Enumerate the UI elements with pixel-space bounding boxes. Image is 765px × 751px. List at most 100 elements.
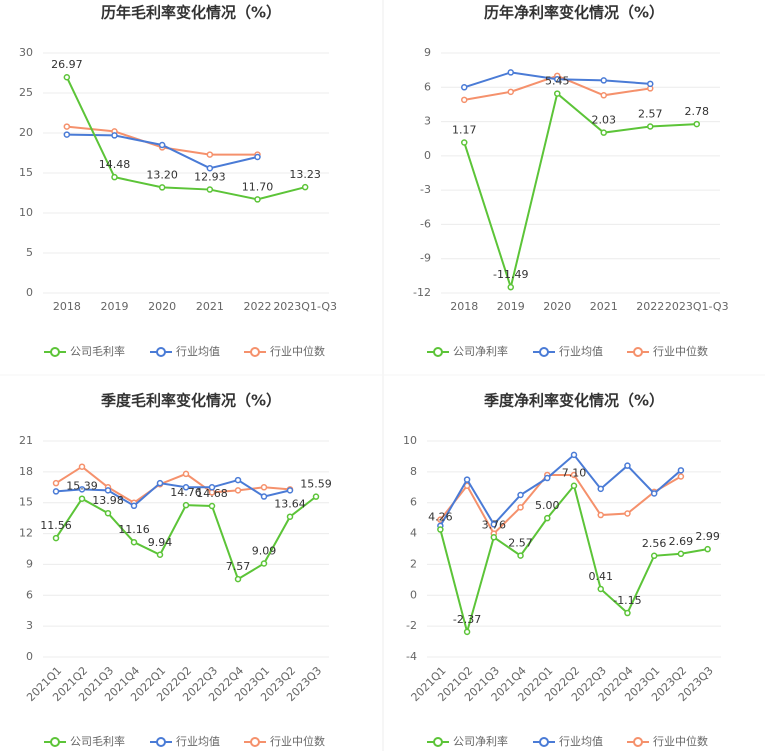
data-point xyxy=(597,485,604,493)
x-tick-label: 2019 xyxy=(497,300,525,313)
y-tick-label: 20 xyxy=(19,126,33,139)
value-label: 14.48 xyxy=(99,158,131,171)
data-point xyxy=(52,479,60,487)
data-point xyxy=(182,470,190,478)
data-point xyxy=(507,69,514,76)
data-point xyxy=(461,84,468,91)
legend-label: 行业均值 xyxy=(559,345,603,358)
value-label: -2.37 xyxy=(453,613,481,626)
data-point xyxy=(437,526,444,533)
data-point xyxy=(507,283,514,291)
data-point xyxy=(463,476,471,483)
data-point xyxy=(111,132,118,139)
data-point xyxy=(63,123,71,130)
data-point xyxy=(704,545,711,553)
legend-label: 公司净利率 xyxy=(453,734,508,748)
data-point xyxy=(677,473,685,480)
chart-title: 历年净利率变化情况（%） xyxy=(484,4,664,22)
value-label: 3.76 xyxy=(482,518,507,531)
data-point xyxy=(624,462,631,469)
chart-panel: 季度毛利率变化情况（%）0369121518212021Q12021Q22021… xyxy=(19,392,332,749)
data-point xyxy=(312,493,320,500)
value-label: 2.03 xyxy=(592,114,617,127)
data-point xyxy=(301,183,309,191)
data-point xyxy=(156,479,164,487)
legend-swatch xyxy=(50,347,60,357)
value-label: 1.17 xyxy=(452,123,477,136)
value-label: 13.20 xyxy=(146,168,178,181)
data-point xyxy=(158,141,166,149)
legend-swatch xyxy=(250,737,260,747)
x-tick-label: 2020 xyxy=(148,300,176,313)
x-tick-label: 2018 xyxy=(53,300,81,313)
data-point xyxy=(104,509,112,517)
data-point xyxy=(517,552,524,559)
x-tick-label: 2021 xyxy=(196,300,224,313)
value-label: 11.56 xyxy=(40,519,72,532)
value-label: 2.69 xyxy=(669,535,694,548)
value-label: 4.26 xyxy=(428,511,453,524)
data-point xyxy=(554,90,561,97)
value-label: 2.78 xyxy=(685,105,710,118)
y-tick-label: 9 xyxy=(424,46,431,59)
value-label: 15.59 xyxy=(300,478,332,491)
y-tick-label: 0 xyxy=(410,588,417,601)
data-point xyxy=(624,510,631,517)
data-point xyxy=(254,153,261,161)
x-tick-label: 2023Q1-Q3 xyxy=(273,300,337,313)
data-point xyxy=(208,484,216,491)
value-label: 15.39 xyxy=(66,480,98,493)
data-point xyxy=(570,482,578,489)
series-line xyxy=(66,133,258,170)
value-label: 11.70 xyxy=(242,180,274,193)
value-label: 2.57 xyxy=(638,107,663,120)
legend-label: 公司毛利率 xyxy=(70,734,125,748)
x-tick-label: 2023Q1-Q3 xyxy=(665,300,729,313)
data-point xyxy=(600,92,607,99)
data-point xyxy=(490,521,498,528)
value-label: 2.99 xyxy=(695,530,720,543)
y-tick-label: 6 xyxy=(424,80,431,93)
data-point xyxy=(507,88,514,96)
data-point xyxy=(260,560,268,567)
y-tick-label: -6 xyxy=(420,217,431,230)
legend-swatch xyxy=(433,347,443,357)
data-point xyxy=(570,471,578,479)
data-point xyxy=(600,129,607,136)
legend-swatch xyxy=(633,737,643,747)
y-tick-label: 10 xyxy=(19,206,33,219)
series-line xyxy=(439,453,682,527)
data-point xyxy=(260,493,268,500)
chart-title: 季度毛利率变化情况（%） xyxy=(101,392,281,410)
legend-label: 行业中位数 xyxy=(653,734,708,748)
value-label: 11.16 xyxy=(118,523,150,536)
value-label: 13.23 xyxy=(289,168,321,181)
data-point xyxy=(650,552,658,560)
data-point xyxy=(234,575,242,583)
series-line xyxy=(55,479,291,508)
y-tick-label: 21 xyxy=(19,434,33,447)
data-point xyxy=(544,514,551,522)
chart-title: 历年毛利率变化情况（%） xyxy=(101,4,281,22)
x-tick-label: 2022 xyxy=(244,300,272,313)
data-point xyxy=(286,487,294,494)
legend-label: 行业均值 xyxy=(176,735,220,748)
legend-swatch xyxy=(433,737,443,747)
data-point xyxy=(206,164,214,172)
data-point xyxy=(461,139,468,146)
data-point xyxy=(461,96,468,104)
y-tick-label: -9 xyxy=(420,252,431,265)
y-tick-label: 6 xyxy=(26,588,33,601)
data-point xyxy=(544,474,551,482)
y-tick-label: 15 xyxy=(19,496,33,509)
data-point xyxy=(111,173,118,181)
y-tick-label: -2 xyxy=(406,619,417,632)
data-point xyxy=(104,487,112,494)
data-point xyxy=(182,501,190,509)
data-point xyxy=(597,511,604,519)
data-point xyxy=(78,463,86,470)
data-point xyxy=(647,80,654,88)
data-point xyxy=(52,534,60,542)
data-point xyxy=(600,77,607,84)
data-point xyxy=(517,491,524,499)
